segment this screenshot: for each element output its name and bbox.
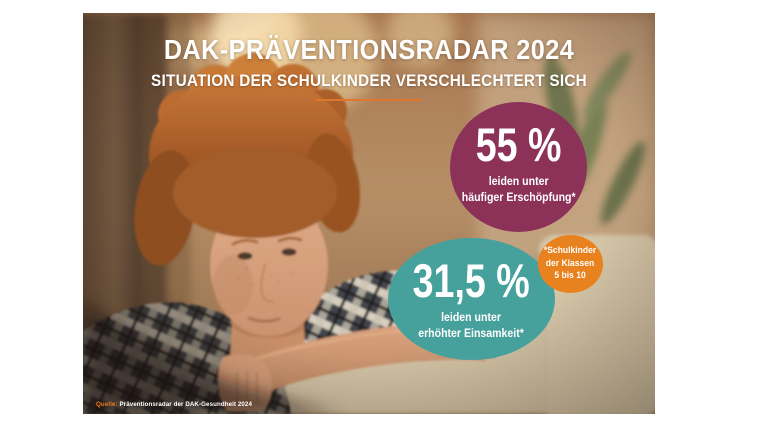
source-line: Quelle: Präventionsradar der DAK-Gesundhe… bbox=[96, 401, 252, 408]
stat-badge-loneliness: 31,5 % leiden unter erhöhter Einsamkeit* bbox=[388, 238, 555, 360]
stat-value-exhaustion: 55 % bbox=[475, 117, 562, 171]
page-subtitle: SITUATION DER SCHULKINDER VERSCHLECHTERT… bbox=[150, 71, 588, 91]
footnote-line1: *Schulkinder bbox=[544, 245, 597, 257]
source-label: Quelle: bbox=[96, 401, 118, 408]
stat-value-loneliness: 31,5 % bbox=[412, 253, 531, 307]
footnote-line2: der Klassen bbox=[546, 257, 595, 269]
page-title: DAK-PRÄVENTIONSRADAR 2024 bbox=[163, 34, 575, 65]
stat-label-exhaustion-line2: häufiger Erschöpfung* bbox=[461, 189, 576, 204]
source-text: Präventionsradar der DAK-Gesundheit 2024 bbox=[119, 401, 252, 408]
stat-label-loneliness: leiden unter erhöhter Einsamkeit* bbox=[419, 310, 525, 341]
stat-badge-exhaustion: 55 % leiden unter häufiger Erschöpfung* bbox=[450, 102, 587, 232]
stat-label-loneliness-line1: leiden unter bbox=[441, 309, 502, 324]
subtitle-underline bbox=[316, 99, 422, 102]
stat-label-loneliness-line2: erhöhter Einsamkeit* bbox=[418, 325, 525, 340]
footnote-badge: *Schulkinder der Klassen 5 bis 10 bbox=[538, 235, 603, 293]
photo-area: DAK-PRÄVENTIONSRADAR 2024 SITUATION DER … bbox=[83, 13, 655, 414]
stat-label-exhaustion: leiden unter häufiger Erschöpfung* bbox=[462, 174, 576, 205]
header: DAK-PRÄVENTIONSRADAR 2024 SITUATION DER … bbox=[83, 34, 655, 102]
footnote-badge-text: *Schulkinder der Klassen 5 bis 10 bbox=[544, 245, 596, 282]
stat-label-exhaustion-line1: leiden unter bbox=[488, 173, 549, 188]
footnote-line3: 5 bis 10 bbox=[554, 270, 587, 282]
